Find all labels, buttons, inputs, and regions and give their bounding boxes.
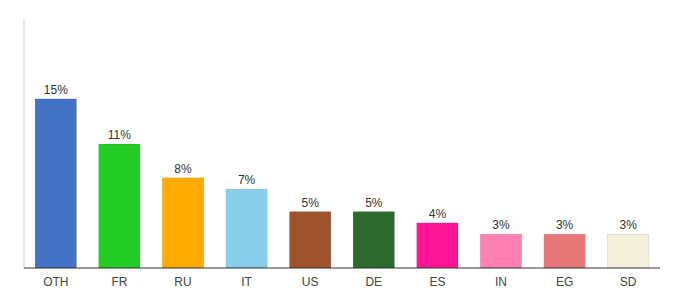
bar	[35, 99, 76, 268]
chart-container: 15% 11% 8% 7% 5% 5% 4% 3% 3% 3% OTH FR RU IT US DE ES IN E…	[0, 0, 680, 300]
bar	[162, 178, 203, 268]
data-label: 8%	[174, 162, 192, 176]
bar	[226, 189, 267, 268]
bar	[353, 212, 394, 268]
bar	[480, 234, 521, 268]
data-label: 5%	[302, 196, 320, 210]
bar	[608, 234, 649, 268]
x-tick-label: RU	[174, 275, 191, 289]
data-label: 11%	[108, 128, 131, 142]
bars	[35, 99, 649, 268]
y-axis-line	[24, 20, 25, 268]
data-label: 15%	[44, 83, 68, 97]
x-tick-label: OTH	[43, 275, 68, 289]
x-tick-label: IT	[241, 275, 252, 289]
data-labels: 15% 11% 8% 7% 5% 5% 4% 3% 3% 3%	[44, 83, 637, 232]
bar	[290, 212, 331, 268]
bar	[544, 234, 585, 268]
data-label: 3%	[620, 218, 638, 232]
x-axis-line	[24, 268, 660, 269]
bar	[417, 223, 458, 268]
x-tick-label: SD	[620, 275, 637, 289]
chart: 15% 11% 8% 7% 5% 5% 4% 3% 3% 3% OTH FR RU IT US DE ES IN E…	[0, 0, 680, 300]
data-label: 7%	[238, 173, 256, 187]
bar	[99, 144, 140, 268]
x-tick-label: IN	[495, 275, 507, 289]
x-tick-label: DE	[365, 275, 382, 289]
data-label: 3%	[492, 218, 510, 232]
x-tick-labels: OTH FR RU IT US DE ES IN EG SD	[43, 275, 637, 289]
data-label: 3%	[556, 218, 574, 232]
x-tick-label: US	[302, 275, 319, 289]
data-label: 4%	[429, 207, 447, 221]
data-label: 5%	[365, 196, 383, 210]
x-tick-label: FR	[111, 275, 127, 289]
x-tick-label: EG	[556, 275, 573, 289]
x-tick-label: ES	[429, 275, 445, 289]
